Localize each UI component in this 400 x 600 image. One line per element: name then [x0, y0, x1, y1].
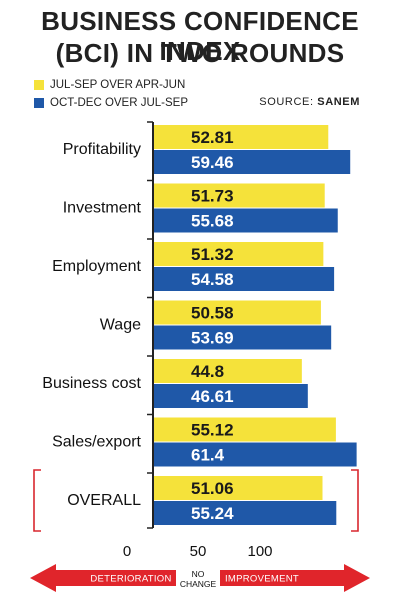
- value-label-wage-series-1: 50.58: [191, 304, 234, 323]
- value-label-employment-series-1: 51.32: [191, 245, 234, 264]
- category-label-profitability: Profitability: [63, 141, 141, 158]
- category-label-overall: OVERALL: [67, 492, 141, 509]
- value-label-investment-series-2: 55.68: [191, 212, 234, 231]
- x-tick-label-0: 0: [123, 543, 131, 560]
- x-tick-label-100: 100: [247, 543, 272, 560]
- legend-label-series-2: OCT-DEC OVER JUL-SEP: [50, 97, 189, 109]
- value-label-overall-series-1: 51.06: [191, 479, 234, 498]
- legend-entry-series-1: JUL-SEP OVER APR-JUN: [34, 78, 185, 92]
- bar-investment-series-2: [154, 208, 338, 233]
- source-credit: SOURCE: SANEM: [259, 96, 360, 108]
- no-change-label-line-2: CHANGE: [180, 579, 217, 589]
- category-label-employment: Employment: [52, 258, 141, 275]
- value-label-overall-series-2: 55.24: [191, 504, 234, 523]
- value-label-investment-series-1: 51.73: [191, 187, 234, 206]
- value-label-profitability-series-2: 59.46: [191, 153, 234, 172]
- labels-layer: 52.81 59.46 Profitability 51.73 55.68 Investm…: [42, 128, 234, 523]
- legend-entry-series-2: OCT-DEC OVER JUL-SEP: [34, 96, 188, 110]
- bar-profitability-series-2: [154, 150, 351, 174]
- value-label-business-cost-series-1: 44.8: [191, 362, 224, 381]
- x-tick-label-50: 50: [190, 543, 207, 560]
- chart-title-line-1: BUSINESS CONFIDENCE INDEX: [41, 6, 359, 66]
- chart-title-line-2: (BCI) IN TWO ROUNDS: [55, 38, 345, 68]
- no-change-label-line-1: NO: [192, 569, 205, 579]
- bar-sales-export-series-2: [154, 442, 357, 467]
- category-label-wage: Wage: [100, 317, 141, 334]
- bar-business-cost-series-2: [154, 384, 308, 408]
- category-label-business-cost: Business cost: [42, 375, 141, 392]
- legend-swatch-blue: [34, 98, 44, 108]
- improvement-arrow: [220, 564, 370, 592]
- deterioration-arrow: [30, 564, 176, 592]
- category-label-investment: Investment: [63, 200, 142, 217]
- bars-layer: [154, 125, 357, 525]
- bar-overall-series-2: [154, 501, 337, 525]
- bar-wage-series-2: [154, 325, 332, 350]
- value-label-wage-series-2: 53.69: [191, 329, 234, 348]
- legend-swatch-yellow: [34, 80, 44, 90]
- overall-bracket-right: [351, 469, 359, 532]
- source-prefix: SOURCE:: [259, 96, 314, 108]
- source-name: SANEM: [317, 96, 360, 108]
- legend-label-series-1: JUL-SEP OVER APR-JUN: [50, 79, 186, 91]
- bar-employment-series-1: [154, 242, 324, 266]
- overall-bracket-left: [33, 469, 41, 532]
- axis-layer: [33, 121, 359, 532]
- value-label-business-cost-series-2: 46.61: [191, 387, 234, 406]
- bar-investment-series-1: [154, 183, 325, 208]
- bar-overall-series-1: [154, 476, 323, 500]
- deterioration-label: DETERIORATION: [90, 574, 171, 585]
- category-label-sales-export: Sales/export: [52, 434, 141, 451]
- value-label-sales-export-series-1: 55.12: [191, 421, 234, 440]
- bar-sales-export-series-1: [154, 417, 336, 442]
- improvement-label: IMPROVEMENT: [225, 574, 299, 585]
- bar-profitability-series-1: [154, 125, 329, 149]
- value-label-employment-series-2: 54.58: [191, 270, 234, 289]
- bar-employment-series-2: [154, 267, 335, 291]
- bar-business-cost-series-1: [154, 359, 302, 383]
- bar-wage-series-1: [154, 300, 321, 325]
- value-label-sales-export-series-2: 61.4: [191, 446, 225, 465]
- value-label-profitability-series-1: 52.81: [191, 128, 234, 147]
